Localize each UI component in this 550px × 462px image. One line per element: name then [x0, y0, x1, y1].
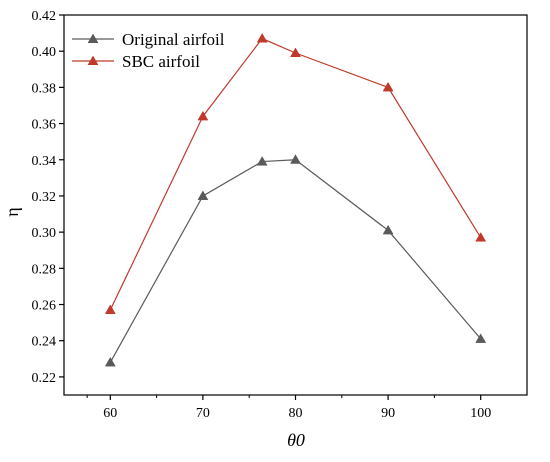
- data-point: [256, 156, 268, 166]
- data-point: [290, 154, 301, 164]
- legend-marker: [87, 33, 99, 43]
- x-tick-label: 60: [103, 406, 117, 421]
- x-tick-label: 100: [470, 406, 491, 421]
- series-2: [104, 33, 487, 314]
- data-point: [290, 47, 301, 57]
- y-tick-label: 0.38: [32, 81, 57, 96]
- legend-label: Original airfoil: [122, 30, 225, 49]
- legend-label: SBC airfoil: [122, 52, 200, 71]
- y-tick-label: 0.22: [32, 371, 57, 386]
- legend: Original airfoil SBC airfoil: [72, 30, 225, 71]
- data-point: [104, 304, 116, 314]
- series-line: [109, 37, 482, 311]
- y-tick-label: 0.30: [32, 226, 57, 241]
- x-tick-label: 90: [381, 406, 395, 421]
- x-axis-title: θ0: [287, 430, 305, 450]
- data-point: [382, 224, 394, 235]
- y-tick-label: 0.34: [32, 154, 57, 169]
- y-tick-label: 0.36: [32, 118, 57, 133]
- x-tick-label: 70: [196, 406, 210, 421]
- series-1: [104, 154, 487, 367]
- x-tick-label: 80: [289, 406, 303, 421]
- y-tick-label: 0.42: [32, 9, 57, 24]
- axis-ticks: 60 70 80 90 100 0.22 0.24 0.26 0.28 0.30 0.32 0.34 0…: [32, 9, 492, 421]
- y-tick-label: 0.28: [32, 262, 57, 277]
- plot-area-frame: [63, 14, 528, 396]
- legend-item: SBC airfoil: [72, 52, 200, 71]
- data-point: [104, 356, 116, 367]
- data-point: [475, 333, 487, 343]
- legend-marker: [87, 55, 99, 65]
- data-point: [382, 81, 394, 92]
- y-axis-title: η: [2, 207, 22, 216]
- data-point: [256, 33, 268, 43]
- y-tick-label: 0.40: [32, 45, 57, 60]
- data-point: [475, 232, 487, 242]
- data-point: [197, 110, 209, 121]
- y-tick-label: 0.24: [32, 335, 57, 350]
- y-tick-label: 0.26: [32, 299, 57, 314]
- legend-item: Original airfoil: [72, 30, 225, 49]
- series-line: [109, 159, 482, 363]
- y-tick-label: 0.32: [32, 190, 57, 205]
- data-point: [197, 190, 209, 200]
- series-layer: [104, 33, 487, 367]
